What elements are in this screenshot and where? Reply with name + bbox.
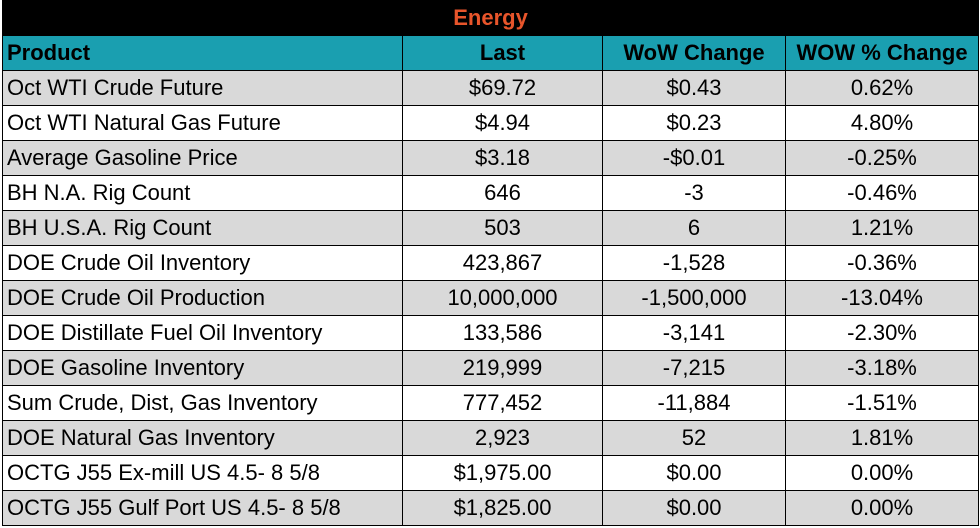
product-cell: Oct WTI Natural Gas Future <box>2 105 403 141</box>
wow-pct-change-cell: -3.18% <box>784 350 980 386</box>
wow-pct-change-cell: 4.80% <box>784 105 980 141</box>
product-cell: DOE Crude Oil Inventory <box>2 245 403 281</box>
wow-pct-change-cell: -13.04% <box>784 280 980 316</box>
wow-pct-change-cell: -0.46% <box>784 175 980 211</box>
wow-pct-change-cell: -2.30% <box>784 315 980 351</box>
table-title: Energy <box>1 0 980 36</box>
last-cell: 646 <box>402 175 603 211</box>
product-cell: Average Gasoline Price <box>2 140 403 176</box>
wow-pct-change-cell: 0.00% <box>784 490 980 526</box>
wow-pct-change-cell: -0.25% <box>784 140 980 176</box>
last-cell: $1,825.00 <box>402 490 603 526</box>
product-cell: OCTG J55 Ex-mill US 4.5- 8 5/8 <box>2 455 403 491</box>
wow-change-cell: -$0.01 <box>602 140 786 176</box>
wow-pct-change-cell: -0.36% <box>784 245 980 281</box>
wow-change-cell: $0.23 <box>602 105 786 141</box>
table-row: DOE Gasoline Inventory 219,999 -7,215 -3.18… <box>2 350 980 386</box>
wow-pct-change-cell: 1.21% <box>784 210 980 246</box>
product-cell: DOE Distillate Fuel Oil Inventory <box>2 315 403 351</box>
table-row: OCTG J55 Gulf Port US 4.5- 8 5/8 $1,825.0… <box>2 490 980 526</box>
last-cell: 423,867 <box>402 245 603 281</box>
last-cell: 133,586 <box>402 315 603 351</box>
wow-pct-change-cell: -1.51% <box>784 385 980 421</box>
table-row: Sum Crude, Dist, Gas Inventory 777,452 -11… <box>2 385 980 421</box>
wow-change-cell: $0.00 <box>602 455 786 491</box>
product-cell: DOE Crude Oil Production <box>2 280 403 316</box>
column-header-wow-change: WoW Change <box>602 35 786 71</box>
wow-pct-change-cell: 1.81% <box>784 420 980 456</box>
last-cell: $3.18 <box>402 140 603 176</box>
column-header-last: Last <box>402 35 603 71</box>
table-row: OCTG J55 Ex-mill US 4.5- 8 5/8 $1,975.00 $… <box>2 455 980 491</box>
last-cell: 777,452 <box>402 385 603 421</box>
last-cell: $4.94 <box>402 105 603 141</box>
wow-change-cell: -1,528 <box>602 245 786 281</box>
wow-change-cell: -3 <box>602 175 786 211</box>
table-row: BH N.A. Rig Count 646 -3 -0.46% <box>2 175 980 211</box>
last-cell: $1,975.00 <box>402 455 603 491</box>
table-row: Oct WTI Natural Gas Future $4.94 $0.23 4.80… <box>2 105 980 141</box>
last-cell: 10,000,000 <box>402 280 603 316</box>
table-row: BH U.S.A. Rig Count 503 6 1.21% <box>2 210 980 246</box>
wow-change-cell: -7,215 <box>602 350 786 386</box>
wow-change-cell: $0.00 <box>602 490 786 526</box>
table-row: Average Gasoline Price $3.18 -$0.01 -0.25% <box>2 140 980 176</box>
table-body: Oct WTI Crude Future $69.72 $0.43 0.62% Oct … <box>2 70 980 526</box>
column-header-wow-pct-change: WOW % Change <box>784 35 980 71</box>
last-cell: 503 <box>402 210 603 246</box>
product-cell: Sum Crude, Dist, Gas Inventory <box>2 385 403 421</box>
product-cell: BH U.S.A. Rig Count <box>2 210 403 246</box>
last-cell: 2,923 <box>402 420 603 456</box>
table-title-row: Energy <box>1 0 980 36</box>
wow-change-cell: -1,500,000 <box>602 280 786 316</box>
wow-change-cell: -11,884 <box>602 385 786 421</box>
wow-change-cell: 6 <box>602 210 786 246</box>
table-row: DOE Distillate Fuel Oil Inventory 133,586… <box>2 315 980 351</box>
product-cell: BH N.A. Rig Count <box>2 175 403 211</box>
product-cell: Oct WTI Crude Future <box>2 70 403 106</box>
column-header-product: Product <box>2 35 403 71</box>
wow-pct-change-cell: 0.00% <box>784 455 980 491</box>
table-row: DOE Natural Gas Inventory 2,923 52 1.81% <box>2 420 980 456</box>
last-cell: $69.72 <box>402 70 603 106</box>
table-row: DOE Crude Oil Inventory 423,867 -1,528 -0.3… <box>2 245 980 281</box>
table-row: Oct WTI Crude Future $69.72 $0.43 0.62% <box>2 70 980 106</box>
wow-change-cell: 52 <box>602 420 786 456</box>
wow-change-cell: -3,141 <box>602 315 786 351</box>
wow-pct-change-cell: 0.62% <box>784 70 980 106</box>
table-row: DOE Crude Oil Production 10,000,000 -1,500… <box>2 280 980 316</box>
wow-change-cell: $0.43 <box>602 70 786 106</box>
product-cell: DOE Gasoline Inventory <box>2 350 403 386</box>
table-header-row: Product Last WoW Change WOW % Change <box>2 35 980 71</box>
product-cell: DOE Natural Gas Inventory <box>2 420 403 456</box>
last-cell: 219,999 <box>402 350 603 386</box>
product-cell: OCTG J55 Gulf Port US 4.5- 8 5/8 <box>2 490 403 526</box>
